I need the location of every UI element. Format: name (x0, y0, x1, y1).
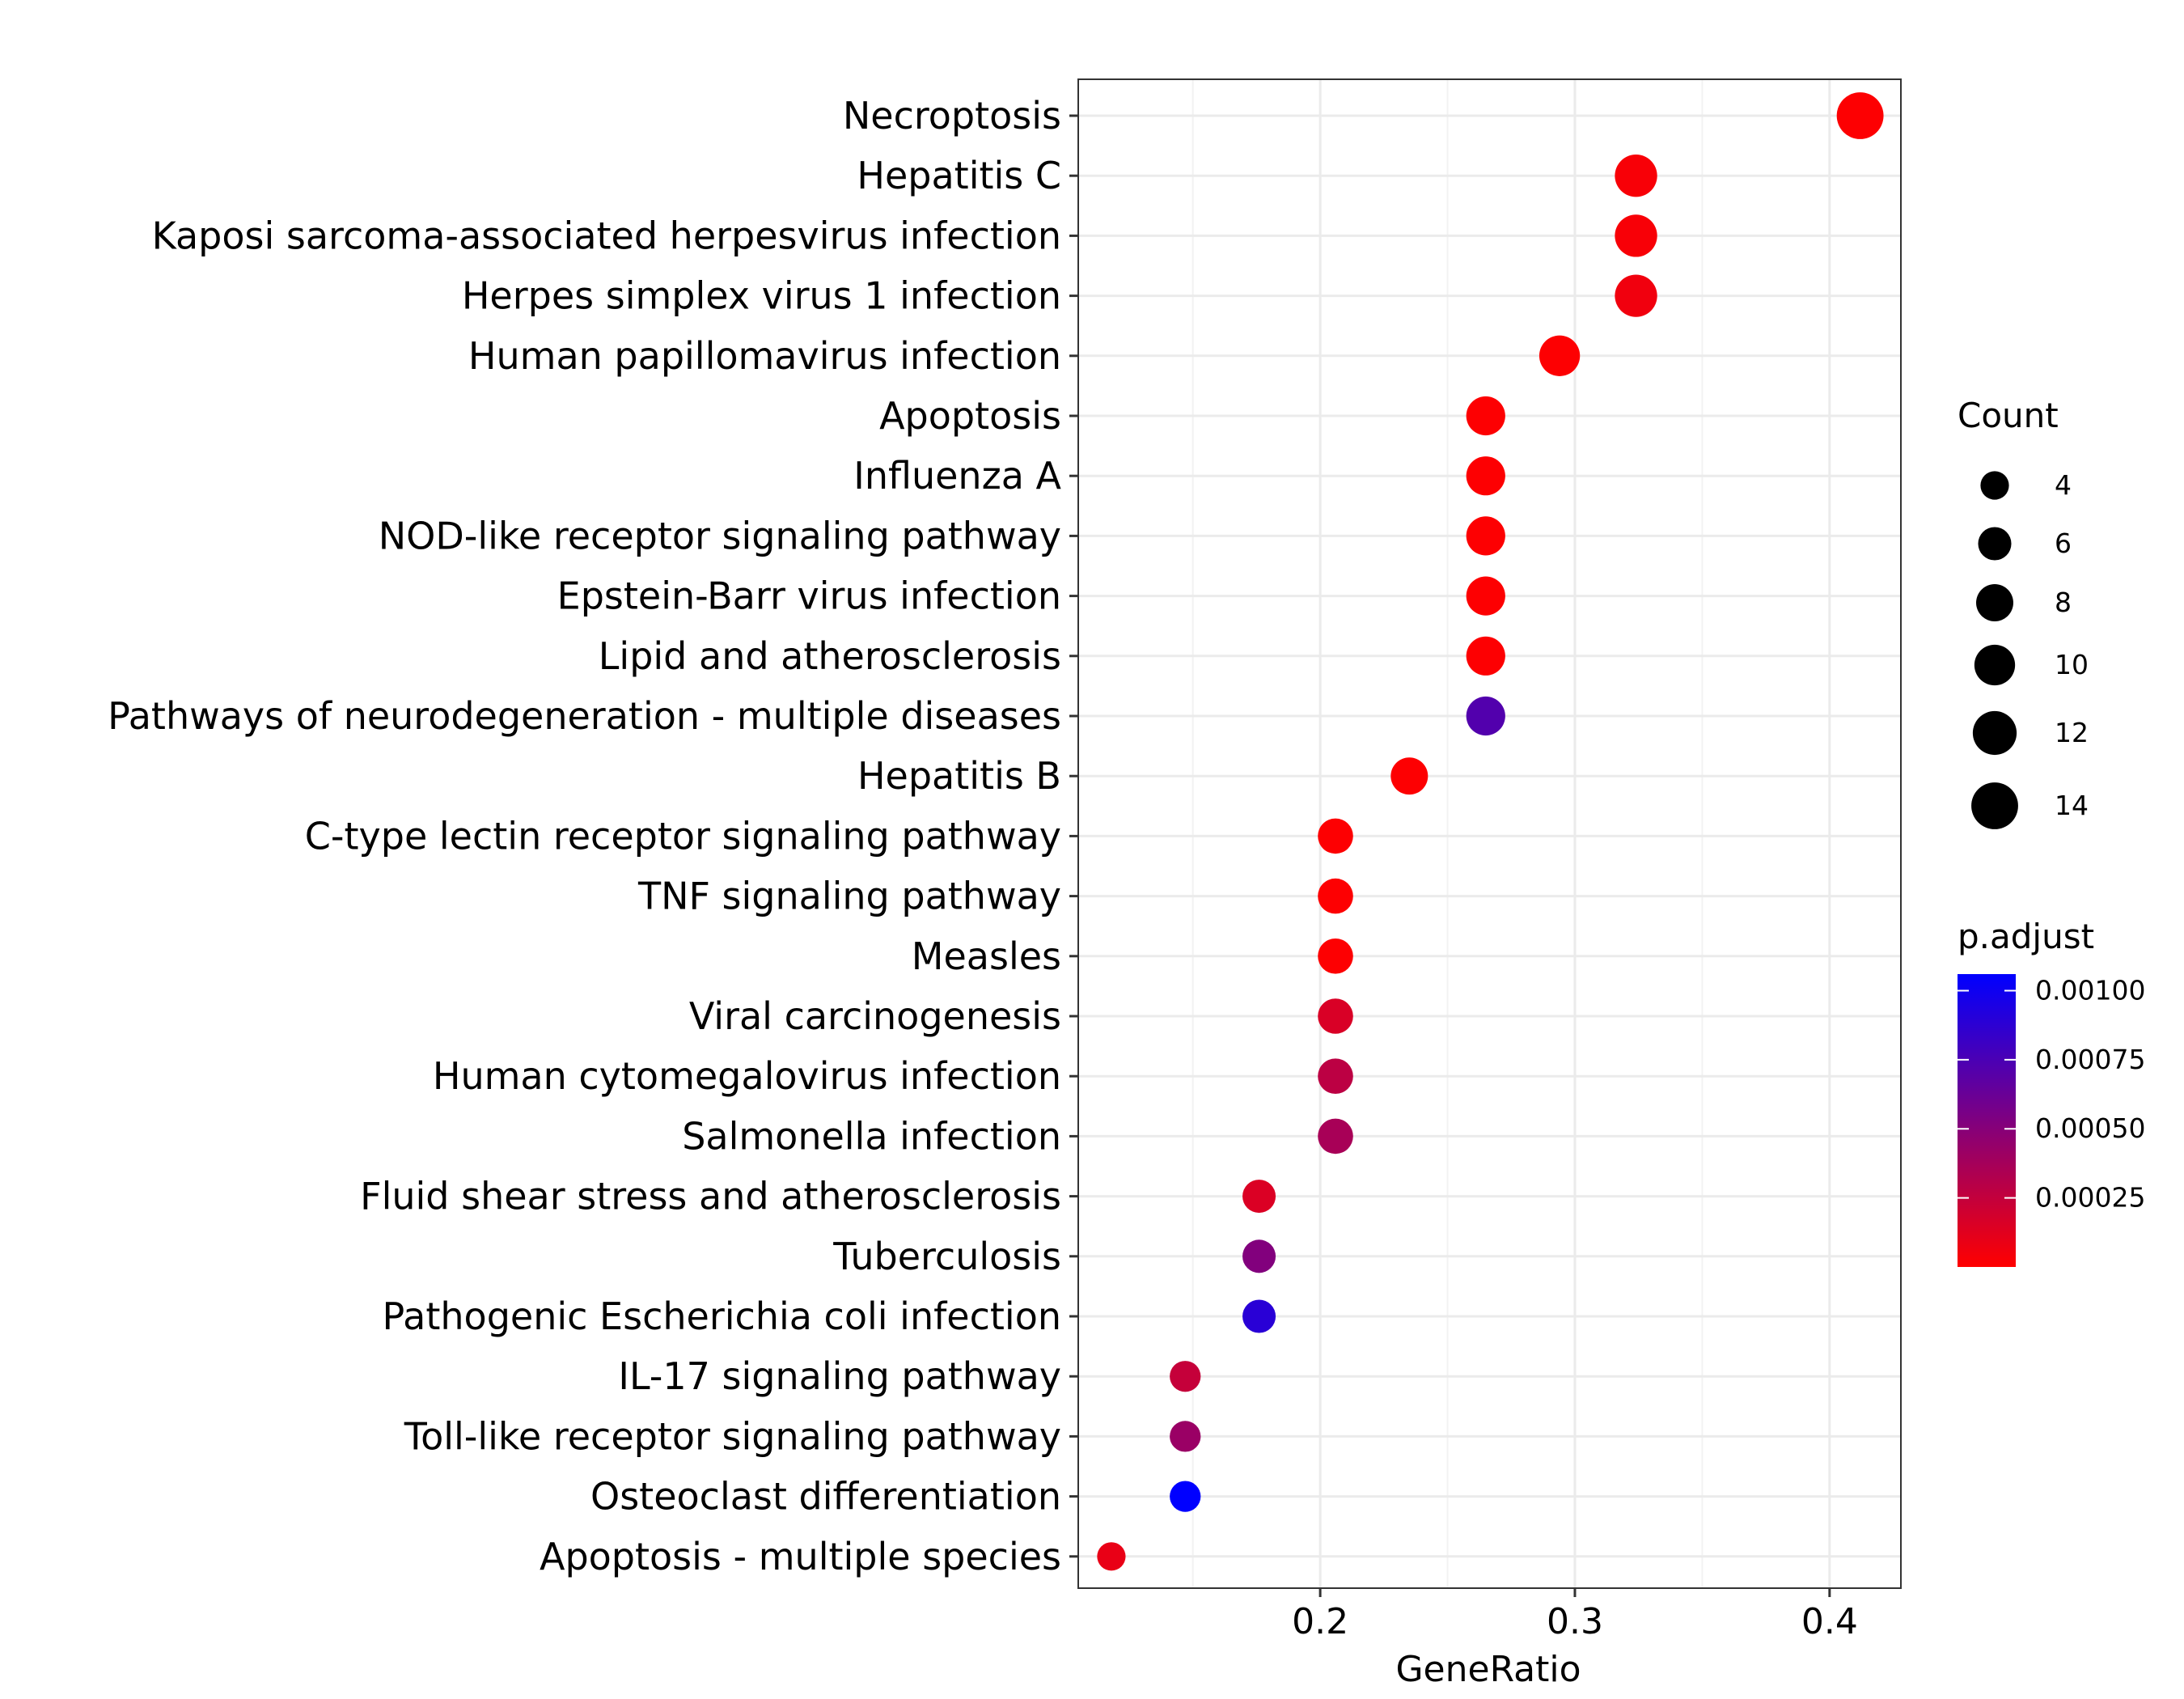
data-point (1615, 155, 1657, 197)
y-tick-label: Osteoclast differentiation (590, 1475, 1061, 1519)
y-tick-label: IL-17 signaling pathway (618, 1354, 1061, 1398)
data-point (1539, 335, 1581, 376)
y-tick-label: Influenza A (853, 454, 1061, 498)
data-point (1097, 1542, 1126, 1571)
p-adjust-legend-title: p.adjust (1958, 917, 2094, 956)
count-legend-label: 14 (2055, 790, 2089, 821)
x-tick-label: 0.3 (1547, 1601, 1603, 1642)
y-tick-label: Hepatitis B (857, 754, 1061, 798)
data-point (1170, 1361, 1201, 1392)
y-axis: Necroptosis Hepatitis C Kaposi sarcoma-ass… (108, 94, 1078, 1578)
data-point (1318, 878, 1353, 914)
data-point (1318, 1118, 1353, 1155)
y-tick-label: Salmonella infection (682, 1114, 1061, 1158)
colorbar-tick-label: 0.00025 (2035, 1182, 2145, 1214)
p-adjust-colorbar-ticks: 0.00025 0.00050 0.00075 0.00100 (1958, 974, 2145, 1214)
y-tick-label: Measles (912, 934, 1061, 978)
y-tick-label: Tuberculosis (832, 1235, 1061, 1278)
data-point (1242, 1299, 1276, 1333)
data-point (1318, 1058, 1353, 1094)
y-tick-label: Necroptosis (843, 94, 1061, 138)
count-legend-key (1978, 527, 2012, 561)
data-point (1242, 1239, 1276, 1273)
count-legend: Count 4 6 8 10 12 14 (1958, 396, 2089, 829)
data-point (1466, 516, 1505, 556)
y-tick-label: Apoptosis (879, 394, 1061, 438)
count-legend-label: 6 (2055, 527, 2072, 559)
y-tick-label: Hepatitis C (857, 154, 1061, 197)
data-point (1466, 696, 1505, 736)
data-point (1242, 1180, 1276, 1214)
count-legend-key (1972, 710, 2017, 756)
plot-panel-border (1077, 78, 1902, 1589)
data-point (1466, 396, 1505, 436)
data-point (1390, 757, 1428, 795)
data-point (1466, 576, 1505, 616)
colorbar-tick-label: 0.00075 (2035, 1044, 2145, 1075)
y-tick-label: Toll-like receptor signaling pathway (404, 1414, 1061, 1458)
data-point (1318, 818, 1353, 854)
count-legend-key (1976, 584, 2013, 621)
count-legend-title: Count (1958, 396, 2059, 435)
count-legend-label: 4 (2055, 469, 2072, 501)
p-adjust-legend: p.adjust 0.00025 0.00050 0.00075 0.00100 (1958, 917, 2145, 1267)
count-legend-key (1974, 644, 2016, 686)
y-tick-label: Apoptosis - multiple species (540, 1535, 1061, 1578)
y-tick-label: Epstein-Barr virus infection (557, 574, 1061, 618)
y-tick-label: Human cytomegalovirus infection (433, 1054, 1061, 1098)
data-point (1318, 998, 1353, 1034)
y-tick-label: C-type lectin receptor signaling pathway (305, 814, 1061, 858)
data-point (1466, 456, 1505, 496)
p-adjust-colorbar (1958, 974, 2016, 1267)
x-tick-label: 0.2 (1292, 1601, 1348, 1642)
data-point (1170, 1481, 1201, 1512)
y-tick-label: Human papillomavirus infection (468, 334, 1061, 378)
y-tick-label: Lipid and atherosclerosis (599, 634, 1061, 678)
y-tick-label: Fluid shear stress and atherosclerosis (360, 1175, 1061, 1218)
y-tick-label: Kaposi sarcoma-associated herpesvirus in… (152, 214, 1061, 257)
data-point (1318, 938, 1353, 974)
count-legend-keys: 4 6 8 10 12 14 (1971, 469, 2089, 829)
data-point (1170, 1421, 1201, 1452)
colorbar-tick-label: 0.00100 (2035, 974, 2145, 1006)
data-point (1466, 636, 1505, 676)
count-legend-label: 10 (2055, 649, 2089, 680)
x-axis: 0.2 0.3 0.4 (1292, 1588, 1858, 1642)
y-tick-label: Herpes simplex virus 1 infection (462, 274, 1061, 318)
y-tick-label: Pathogenic Escherichia coli infection (383, 1294, 1062, 1338)
count-legend-key (1971, 782, 2018, 829)
y-tick-label: Viral carcinogenesis (689, 994, 1061, 1038)
data-point (1615, 274, 1657, 317)
count-legend-key (1980, 471, 2009, 500)
data-point (1836, 92, 1884, 139)
y-tick-label: NOD-like receptor signaling pathway (379, 514, 1061, 557)
data-point (1615, 214, 1657, 257)
count-legend-label: 12 (2055, 717, 2089, 748)
x-axis-title: GeneRatio (1395, 1649, 1581, 1690)
data-points (1097, 92, 1884, 1571)
y-tick-label: TNF signaling pathway (637, 875, 1061, 918)
colorbar-tick-label: 0.00050 (2035, 1112, 2145, 1144)
count-legend-label: 8 (2055, 587, 2072, 618)
y-tick-label: Pathways of neurodegeneration - multiple… (108, 694, 1061, 738)
x-tick-label: 0.4 (1801, 1601, 1858, 1642)
